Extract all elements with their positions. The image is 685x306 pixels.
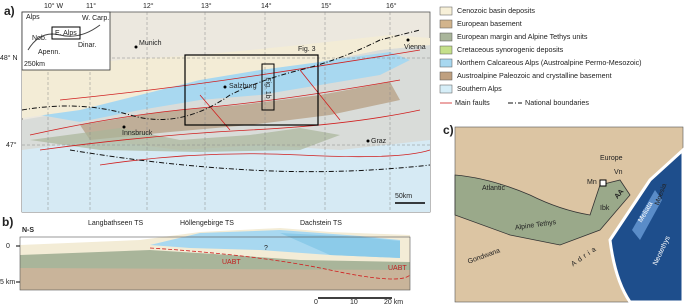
grid (22, 12, 430, 212)
inset (21, 11, 111, 71)
city (223, 85, 227, 89)
scale-label: 0 (314, 299, 318, 306)
box-label: Fig. 1b (264, 77, 271, 99)
legend-label: Southern Alps (457, 84, 502, 93)
depth-label: 0 (6, 243, 10, 250)
city-label: Vienna (404, 44, 426, 51)
inset-box (51, 26, 81, 40)
legend-label: European basement (457, 19, 522, 28)
legend-swatch (439, 58, 453, 68)
legend-label: European margin and Alpine Tethys units (457, 32, 588, 41)
legend-label: Northern Calcareous Alps (Austroalpine P… (457, 58, 642, 67)
region-label: AA (614, 188, 626, 200)
tethys-units (30, 128, 340, 152)
legend-label: Cretaceous synorogenic deposits (457, 45, 564, 54)
inset-label: E. Alps (55, 30, 77, 37)
lon-label: 11° (86, 2, 96, 10)
scale-label: 20 km (384, 299, 403, 306)
scale-label: 10 (350, 299, 358, 306)
fault-label: UABT (388, 265, 407, 272)
section-frame (19, 236, 411, 291)
inset-label: Alps (26, 14, 40, 21)
region-label: Vn (614, 169, 623, 176)
city-label: Munich (139, 40, 162, 47)
region-label: Europe (600, 155, 623, 162)
legend-label: Austroalpine Paleozoic and crystalline b… (457, 71, 612, 80)
cenozoic (22, 35, 430, 118)
legend-label: National boundaries (525, 98, 589, 107)
region-label: Atlantic (482, 185, 505, 192)
legend-swatch (439, 84, 453, 94)
lon-label: 15° (321, 2, 332, 10)
fig1b-box (261, 63, 275, 111)
inset-label: Nob. (32, 35, 47, 42)
legend-label: Main faults (455, 98, 490, 107)
inset-label: Dinar. (78, 42, 96, 49)
inset-label: W. Carp. (82, 15, 109, 22)
panel-label: a) (4, 4, 15, 18)
legend-swatch (439, 45, 453, 55)
city (134, 45, 138, 49)
fig3-box (184, 54, 319, 126)
legend-swatch (439, 32, 453, 42)
legend-swatch (439, 19, 453, 29)
section-dachstein (280, 233, 400, 258)
direction: N-S (22, 227, 34, 234)
inset-outline (27, 24, 101, 51)
city-label: Graz (371, 138, 387, 145)
city-label: Salzburg (229, 83, 257, 90)
legend: Cenozoic basin deposits European basemen… (439, 6, 642, 107)
legend-label: Cenozoic basin deposits (457, 6, 535, 15)
fault-label: UABT (222, 259, 241, 266)
sheet-label: Langbathseen TS (88, 220, 143, 227)
section-basement (20, 268, 410, 290)
box-label: Fig. 3 (298, 46, 316, 53)
region-label: Mn (587, 179, 597, 186)
city-label: Innsbruck (122, 130, 153, 137)
national-boundaries (21, 29, 431, 173)
lon-label: 12° (143, 2, 154, 10)
inset-scale: 250km (24, 61, 45, 68)
inset-label: Apenn. (38, 49, 60, 56)
query: ? (264, 245, 268, 252)
lat-label: 48° N (0, 54, 18, 62)
uabt-fault (149, 247, 411, 280)
panel-label: c) (443, 123, 454, 137)
panel-c: c) Europe Atlantic Alpine Tethys Gondwan… (443, 123, 685, 304)
lon-label: 13° (201, 2, 212, 10)
mn-box (599, 179, 607, 187)
lat-label: 47° (6, 141, 17, 149)
lon-label: 14° (261, 2, 272, 10)
city (366, 139, 370, 143)
panel-label: b) (2, 215, 13, 229)
city (122, 125, 126, 129)
sheet-label: Dachstein TS (300, 220, 342, 227)
main-faults (29, 49, 431, 166)
legend-swatch (439, 6, 453, 16)
alpine-tethys (454, 174, 631, 246)
city (406, 38, 410, 42)
austroalpine (80, 82, 400, 140)
panel-b: b) N-S Langbathseen TS Höllengebirge TS … (0, 215, 411, 306)
lon-label: 16° (386, 2, 397, 10)
region-label: Ibk (600, 205, 610, 212)
legend-swatch (439, 71, 453, 81)
meliata (632, 190, 662, 240)
sheet-label: Höllengebirge TS (180, 220, 234, 227)
depth-label: 5 km (0, 279, 15, 286)
panel-a: a) 10° W 11° 12° 13° 14° 15° 16° 48° N 4… (0, 2, 431, 213)
lon-label: 10° W (44, 2, 64, 10)
scale-label: 50km (395, 193, 412, 200)
